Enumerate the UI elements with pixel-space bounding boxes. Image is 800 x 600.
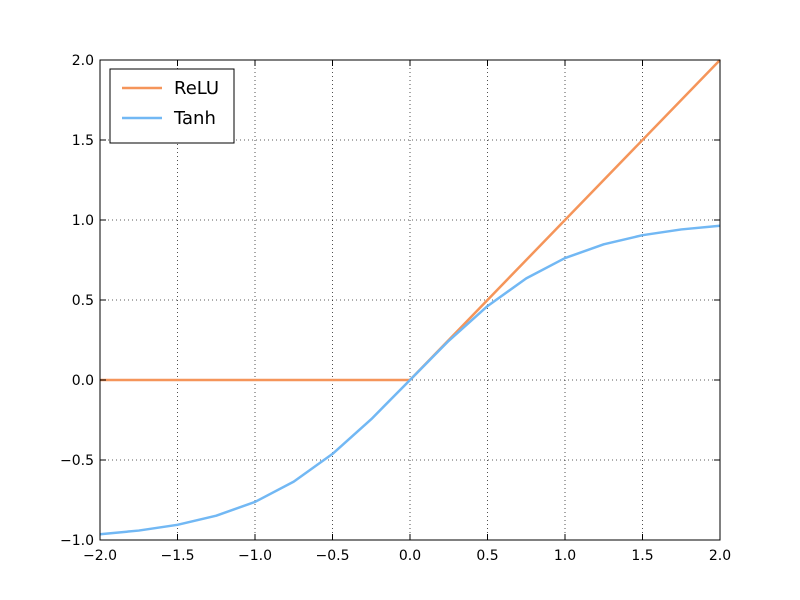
x-tick-label: 1.0: [554, 548, 576, 564]
legend: ReLU Tanh: [109, 68, 235, 144]
y-tick-label: −1.0: [60, 533, 94, 549]
y-tick-label: 1.0: [72, 213, 94, 229]
x-tick-label: 0.0: [399, 548, 421, 564]
plot-series: [99, 59, 721, 536]
x-tick-label: −1.5: [161, 548, 195, 564]
y-tick-label: −0.5: [60, 453, 94, 469]
legend-box: [109, 68, 235, 144]
y-tick-label: 1.5: [72, 133, 94, 149]
x-tick-label: −2.0: [83, 548, 117, 564]
legend-label-relu: ReLU: [174, 78, 219, 99]
y-tick-label: 2.0: [72, 53, 94, 69]
series-line-tanh: [99, 224, 721, 536]
x-tick-label: 2.0: [709, 548, 731, 564]
x-tick-label: −1.0: [238, 548, 272, 564]
x-tick-label: 1.5: [631, 548, 653, 564]
x-tick-label: −0.5: [316, 548, 350, 564]
x-tick-label: 0.5: [476, 548, 498, 564]
axis-ticks: −2.0 −1.5 −1.0 −0.5 0.0 0.5 1.0 1.5 2.0 −1.0 −0.5 0…: [60, 53, 731, 564]
y-tick-label: 0.0: [72, 373, 94, 389]
y-tick-label: 0.5: [72, 293, 94, 309]
legend-label-tanh: Tanh: [173, 108, 216, 129]
